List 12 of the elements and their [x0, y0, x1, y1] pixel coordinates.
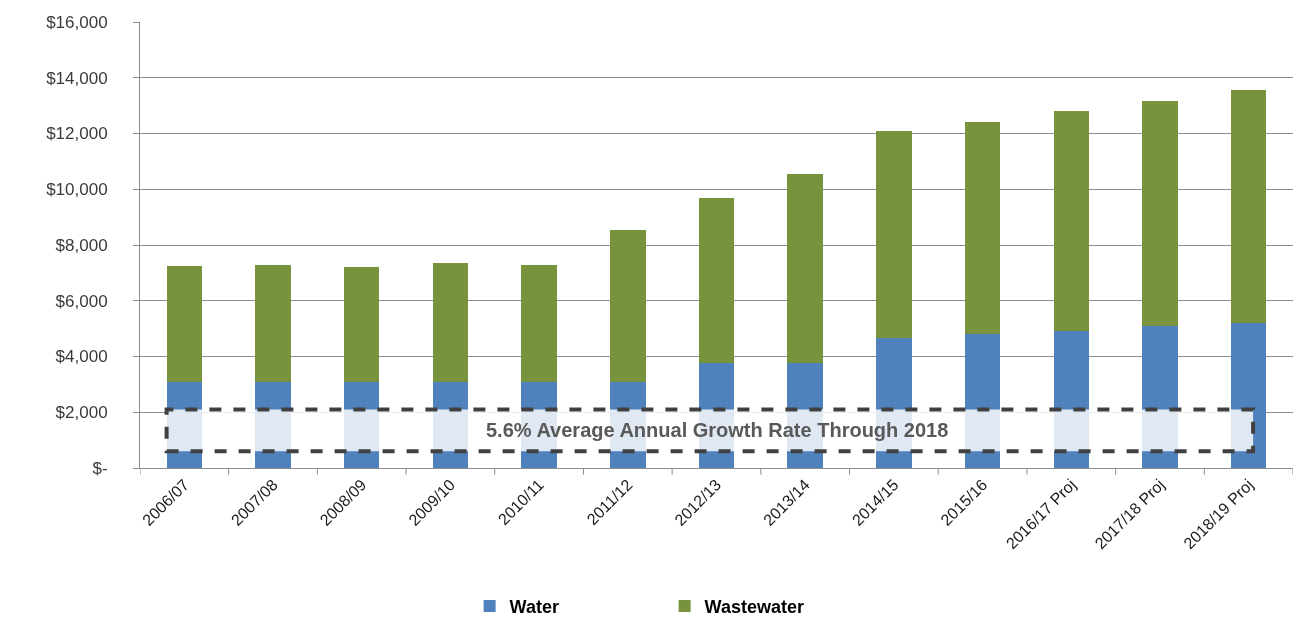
y-tick-label: $6,000	[55, 291, 108, 311]
y-tick-label: $8,000	[55, 235, 108, 255]
y-tick-label: $16,000	[46, 12, 108, 32]
y-tick-label: $-	[92, 458, 108, 478]
y-tick-label: $10,000	[46, 180, 108, 200]
y-tick-label: $4,000	[55, 347, 108, 367]
y-tick-label: $2,000	[55, 403, 108, 423]
y-tick-label: $14,000	[46, 68, 108, 88]
y-tick-label: $12,000	[46, 124, 108, 144]
legend-label: Wastewater	[704, 596, 804, 617]
band-label: 5.6% Average Annual Growth Rate Through 2018	[486, 419, 949, 441]
legend-label: Water	[509, 596, 559, 617]
